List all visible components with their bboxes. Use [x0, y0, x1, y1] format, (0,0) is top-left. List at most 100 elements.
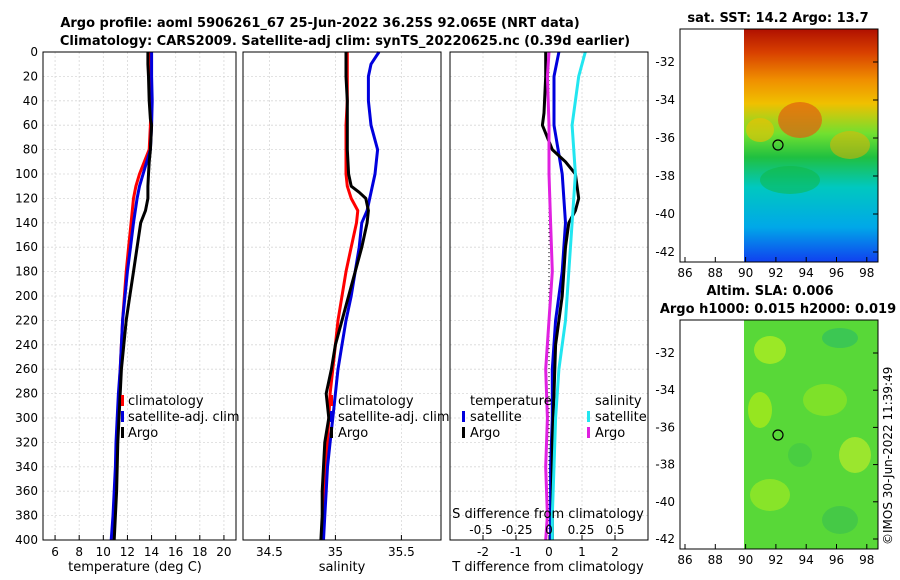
sla-blob8	[822, 506, 858, 534]
sla-title2: Argo h1000: 0.015 h2000: 0.019	[660, 302, 896, 317]
series-salinity-satellite	[550, 51, 587, 540]
xtick-1: 1	[578, 545, 586, 559]
legend2-argo-swatch	[330, 427, 333, 438]
legend3-sargo-swatch	[587, 427, 590, 438]
lon-tick-86: 86	[677, 553, 692, 567]
plot-frame	[242, 51, 442, 541]
depth-tick-400: 400	[15, 533, 38, 547]
xtick-12: 12	[120, 545, 135, 559]
depth-tick-360: 360	[15, 484, 38, 498]
lat-tick--36: -36	[655, 420, 675, 434]
legend3-salinity-label: salinity	[595, 394, 642, 409]
depth-tick-160: 160	[15, 240, 38, 254]
difference-panel: -2 -1 0 1 2	[449, 51, 649, 559]
lat-tick--42: -42	[655, 245, 675, 259]
sla-blob1	[754, 336, 786, 364]
lon-tick-88: 88	[708, 266, 723, 280]
temperature-xlabel: temperature (deg C)	[68, 560, 202, 575]
title-line1: Argo profile: aoml 5906261_67 25-Jun-202…	[60, 16, 579, 31]
legend2-climatology-label: climatology	[338, 394, 414, 409]
depth-tick-380: 380	[15, 509, 38, 523]
sla-title1: Altim. SLA: 0.006	[707, 284, 834, 299]
lon-tick-94: 94	[799, 266, 814, 280]
legend3-tsat-swatch	[462, 411, 465, 422]
depth-tick-300: 300	[15, 411, 38, 425]
legend2-argo-label: Argo	[338, 426, 368, 441]
sst-eddy4	[760, 166, 820, 194]
legend3-ssat-swatch	[587, 411, 590, 422]
sst-warm-eddy	[778, 102, 822, 138]
sdiff-tick-2: 0	[545, 523, 553, 537]
lon-tick-92: 92	[768, 266, 783, 280]
lat-tick--38: -38	[655, 169, 675, 183]
lon-tick-96: 96	[829, 266, 844, 280]
lat-tick--42: -42	[655, 532, 675, 546]
depth-tick-20: 20	[23, 69, 38, 83]
sla-blob7	[788, 443, 812, 467]
sst-eddy3	[830, 131, 870, 159]
depth-tick-60: 60	[23, 118, 38, 132]
series-argo	[112, 52, 154, 541]
legend3-temperature-label: temperature	[470, 394, 552, 409]
xtick-2: 2	[611, 545, 619, 559]
depth-tick-280: 280	[15, 387, 38, 401]
sla-argo-marker	[772, 429, 784, 441]
sdiff-xlabel: S difference from climatology	[452, 507, 644, 522]
legend3-targo-label: Argo	[470, 426, 500, 441]
depth-tick-260: 260	[15, 362, 38, 376]
legend3-ssat-label: satellite	[595, 410, 647, 425]
sla-blob4	[803, 384, 847, 416]
legend3-tsat-label: satellite	[470, 410, 522, 425]
lat-tick--40: -40	[655, 207, 675, 221]
xtick-18: 18	[192, 545, 207, 559]
legend-satellite-label: satellite-adj. clim	[128, 410, 240, 425]
lat-tick--40: -40	[655, 495, 675, 509]
xtick-35.5: 35.5	[388, 545, 415, 559]
sla-blob2	[822, 328, 858, 348]
depth-tick-180: 180	[15, 265, 38, 279]
depth-tick-220: 220	[15, 313, 38, 327]
legend2-satellite-label: satellite-adj. clim	[338, 410, 450, 425]
lat-tick--34: -34	[655, 93, 675, 107]
lat-tick--32: -32	[655, 346, 675, 360]
plot-frame	[449, 51, 649, 541]
depth-tick-340: 340	[15, 460, 38, 474]
legend-climatology-label: climatology	[128, 394, 204, 409]
plot-frame	[42, 51, 237, 541]
series-temperature-argo	[540, 52, 581, 540]
sla-map	[679, 319, 879, 550]
legend-argo-label: Argo	[128, 426, 158, 441]
legend-climatology-swatch	[121, 395, 124, 406]
lon-tick-90: 90	[738, 553, 753, 567]
series-argo	[319, 52, 370, 541]
sdiff-tick-1: -0.25	[501, 523, 532, 537]
sla-frame	[679, 319, 879, 550]
lon-tick-88: 88	[708, 553, 723, 567]
temp-legend: climatology satellite-adj. clim Argo	[121, 394, 240, 441]
sdiff-tick-0: -0.5	[469, 523, 492, 537]
lon-tick-94: 94	[799, 553, 814, 567]
sst-argo-marker	[772, 139, 784, 151]
series-temperature-satellite	[549, 51, 567, 540]
sst-frame	[679, 28, 879, 263]
depth-tick-320: 320	[15, 435, 38, 449]
sdiff-tick-3: 0.25	[568, 523, 595, 537]
xtick-16: 16	[168, 545, 183, 559]
depth-tick-100: 100	[15, 167, 38, 181]
sal-legend: climatology satellite-adj. clim Argo	[330, 394, 450, 441]
xtick-34.5: 34.5	[256, 545, 283, 559]
lon-tick-98: 98	[859, 266, 874, 280]
legend3-targo-swatch	[462, 427, 465, 438]
legend3-sargo-label: Argo	[595, 426, 625, 441]
depth-tick-120: 120	[15, 191, 38, 205]
lon-tick-90: 90	[738, 266, 753, 280]
tdiff-xlabel: T difference from climatology	[451, 560, 644, 575]
lat-tick--38: -38	[655, 458, 675, 472]
xtick--1: -1	[510, 545, 522, 559]
depth-tick-40: 40	[23, 94, 38, 108]
series-salinity-argo	[544, 51, 554, 541]
lon-tick-96: 96	[829, 553, 844, 567]
